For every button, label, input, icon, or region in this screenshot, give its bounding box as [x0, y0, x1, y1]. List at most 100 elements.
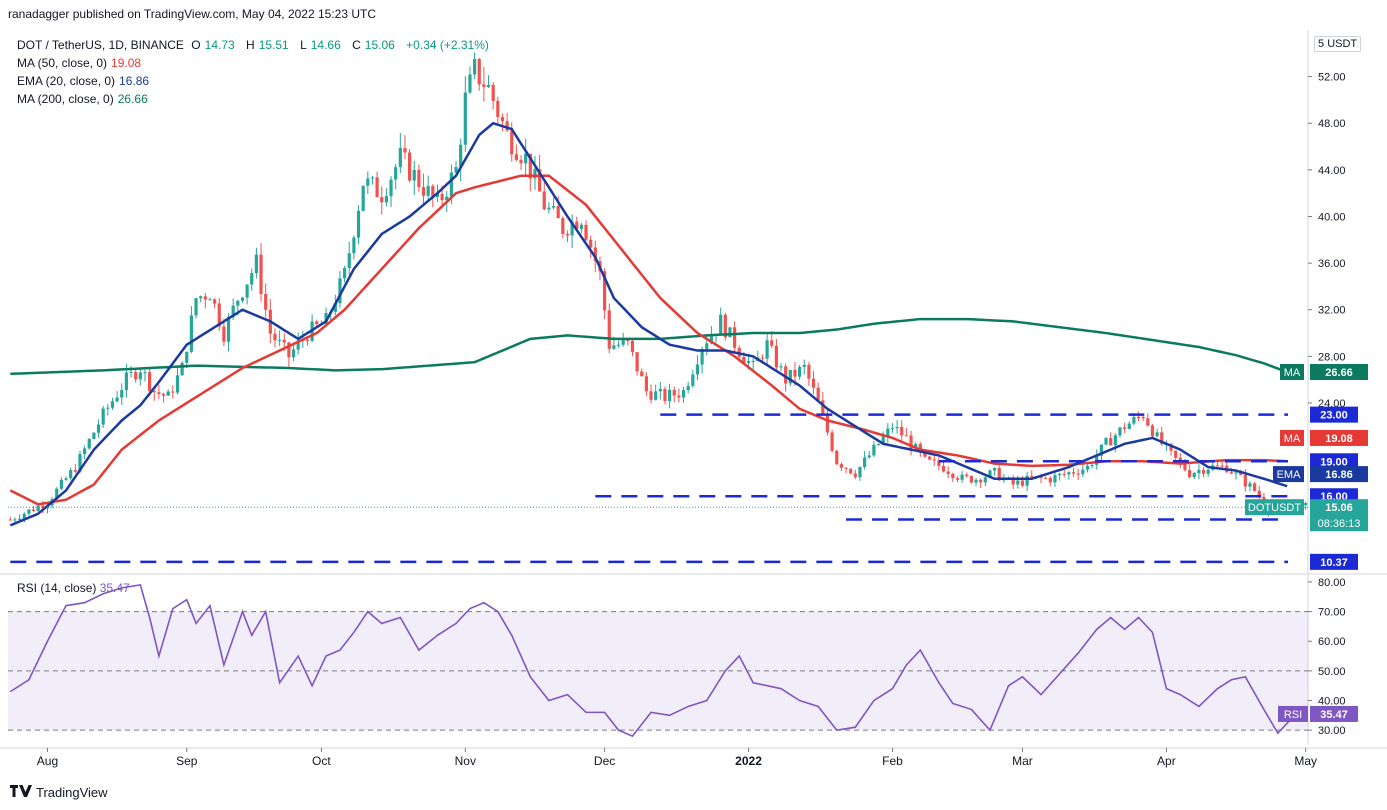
candle-body: [876, 443, 881, 445]
candle-body: [394, 167, 398, 180]
candle-body: [705, 343, 709, 349]
level-tag: [1310, 453, 1358, 470]
candle-body: [431, 186, 435, 197]
time-tick-label: 2022: [735, 754, 762, 768]
candle-body: [1062, 473, 1066, 475]
rsi-legend[interactable]: RSI (14, close) 35.47: [17, 581, 130, 595]
candle-body: [1234, 472, 1238, 474]
candle-body: [338, 278, 342, 304]
candle-body: [482, 84, 486, 88]
candle-body: [1071, 472, 1076, 474]
candle-body: [793, 369, 797, 377]
candle-body: [324, 313, 328, 324]
candle-body: [890, 428, 895, 430]
currency-unit[interactable]: 5 USDT: [1314, 36, 1362, 52]
candle-body: [904, 435, 908, 437]
time-tick-label: Nov: [455, 754, 476, 768]
change-value: +0.34 (+2.31%): [406, 38, 489, 52]
countdown-label: 08:36:13: [1318, 518, 1361, 530]
candle-body: [18, 518, 22, 520]
candle-body: [1220, 465, 1224, 467]
candle-body: [148, 372, 152, 391]
candle-body: [1076, 473, 1080, 475]
candle-body: [1011, 477, 1015, 485]
time-tick-label: Sep: [176, 754, 198, 768]
candle-body: [774, 345, 778, 368]
candle-body: [853, 473, 857, 478]
candle-body: [463, 92, 467, 145]
candle-body: [946, 471, 950, 474]
candle-body: [226, 317, 231, 342]
candle-body: [993, 467, 997, 471]
candle-body: [417, 170, 421, 188]
candle-body: [1192, 473, 1196, 478]
candle-body: [240, 297, 245, 301]
ma200-line: [10, 317, 1288, 376]
candle-body: [742, 356, 746, 364]
time-tick-label: Oct: [312, 754, 331, 768]
candle-body: [909, 435, 913, 449]
candle-body: [129, 371, 133, 373]
price-tick-label: 32.00: [1318, 305, 1346, 317]
level-tag-label: 10.37: [1320, 557, 1348, 569]
candle-body: [510, 130, 514, 155]
candle-body: [649, 391, 653, 400]
price-tick-label: 36.00: [1318, 258, 1346, 270]
candle-body: [1127, 423, 1131, 429]
candle-body: [844, 467, 848, 469]
candle-body: [380, 197, 384, 203]
candle-body: [955, 478, 960, 480]
candle-body: [27, 509, 31, 514]
price-label-tag-text: MA: [1284, 367, 1301, 379]
candle-body: [398, 148, 402, 168]
candle-body: [1044, 477, 1048, 479]
candle-body: [87, 439, 91, 449]
price-label-value: 26.66: [1325, 367, 1353, 379]
candle-body: [811, 378, 816, 388]
candle-body: [185, 351, 189, 363]
time-tick-label: May: [1294, 754, 1317, 768]
candle-body: [900, 427, 904, 436]
rsi-tick-label: 50.00: [1318, 666, 1346, 678]
brand-label: TradingView: [36, 785, 108, 800]
time-tick-label: Aug: [37, 754, 58, 768]
candle-body: [203, 296, 207, 300]
candle-body: [1132, 416, 1136, 424]
candle-body: [858, 466, 862, 478]
candle-body: [157, 392, 161, 394]
candle-body: [287, 342, 291, 358]
candle-body: [974, 479, 978, 483]
candle-body: [194, 298, 198, 316]
candle-body: [635, 352, 639, 372]
candle-body: [872, 444, 876, 456]
price-tick-label: 52.00: [1318, 72, 1346, 84]
ema20-line: [9, 121, 1288, 527]
candle-body: [538, 169, 542, 192]
candle-body: [412, 170, 416, 181]
candle-body: [1229, 472, 1233, 474]
candle-body: [918, 443, 922, 453]
ema20-legend[interactable]: EMA (20, close, 0) 16.86: [17, 74, 150, 88]
price-label-tag-text: DOTUSDT: [1248, 502, 1301, 514]
candle-body: [1016, 480, 1020, 485]
candle-body: [59, 479, 63, 489]
candle-body: [779, 366, 783, 368]
candle-body: [1123, 427, 1127, 429]
candle-body: [997, 467, 1001, 481]
rsi-tick-label: 80.00: [1318, 577, 1346, 589]
candle-body: [770, 340, 774, 346]
candle-body: [347, 253, 351, 269]
ma50-legend[interactable]: MA (50, close, 0) 19.08: [17, 56, 142, 70]
symbol-label[interactable]: DOT / TetherUS, 1D, BINANCE: [17, 38, 184, 52]
candle-body: [668, 389, 672, 402]
candle-body: [1150, 425, 1155, 437]
candle-body: [189, 315, 193, 352]
ma200-legend[interactable]: MA (200, close, 0) 26.66: [17, 92, 148, 106]
price-label-value-box: [1310, 466, 1368, 483]
candle-body: [273, 333, 277, 341]
candle-body: [64, 478, 68, 480]
tv-logo-icon: [10, 785, 32, 800]
candle-body: [1155, 432, 1159, 437]
candle-body: [969, 476, 973, 483]
